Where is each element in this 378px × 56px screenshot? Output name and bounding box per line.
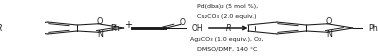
Text: OH: OH [192, 24, 203, 33]
Text: DMSO/DMF, 140 °C: DMSO/DMF, 140 °C [197, 47, 257, 52]
Text: N: N [97, 30, 103, 39]
Text: O: O [97, 17, 103, 26]
Text: +: + [124, 20, 132, 30]
Text: N: N [326, 30, 332, 39]
Text: Ph: Ph [369, 24, 378, 32]
Text: O: O [180, 18, 185, 27]
Text: Cs₂CO₃ (2.0 equiv.): Cs₂CO₃ (2.0 equiv.) [197, 14, 257, 19]
Text: Ag₂CO₃ (1.0 equiv.), O₂,: Ag₂CO₃ (1.0 equiv.), O₂, [191, 37, 264, 42]
Text: R: R [225, 24, 231, 32]
Text: Ph: Ph [111, 24, 121, 32]
Text: Pd(dba)₂ (5 mol %),: Pd(dba)₂ (5 mol %), [197, 4, 258, 9]
Text: O: O [326, 17, 332, 26]
Text: R: R [0, 24, 2, 32]
